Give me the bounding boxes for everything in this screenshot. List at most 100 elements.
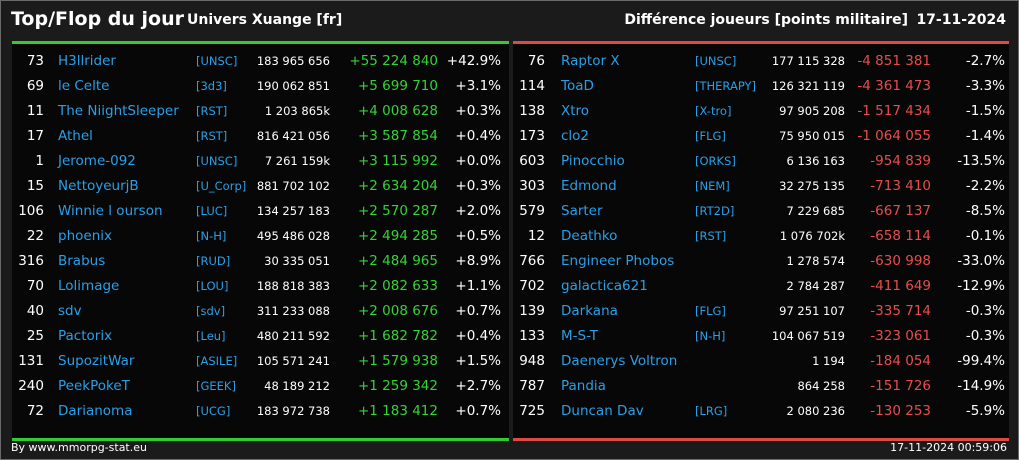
player-alliance[interactable]: [RUD]: [196, 254, 231, 268]
points-difference: -323 061: [870, 328, 931, 344]
player-name[interactable]: Brabus: [58, 253, 106, 269]
player-alliance[interactable]: [UNSC]: [196, 154, 238, 168]
player-alliance[interactable]: [LOU]: [196, 279, 229, 293]
player-alliance[interactable]: [RST]: [695, 229, 727, 243]
player-name[interactable]: Sarter: [561, 203, 603, 219]
player-rank: 131: [18, 353, 44, 369]
player-name[interactable]: phoenix: [58, 228, 112, 244]
player-name[interactable]: Darianoma: [58, 403, 133, 419]
table-row: 603 Pinocchio [ORKS] 6 136 163 -954 839 -13.5…: [513, 149, 1009, 174]
player-name[interactable]: SupozitWar: [58, 353, 135, 369]
table-row: 72 Darianoma [UCG] 183 972 738 +1 183 412 +0.…: [12, 399, 509, 424]
player-alliance[interactable]: [RT2D]: [695, 204, 735, 218]
points-difference: -411 649: [870, 278, 931, 294]
player-alliance[interactable]: [NEM]: [695, 179, 730, 193]
player-points: 1 203 865k: [264, 104, 330, 118]
player-name[interactable]: The NiightSleeper: [58, 103, 179, 119]
player-name[interactable]: PeekPokeT: [58, 378, 130, 394]
player-rank: 173: [519, 128, 545, 144]
player-name[interactable]: Jerome-092: [58, 153, 136, 169]
player-points: 2 080 236: [786, 404, 845, 418]
player-points: 1 194: [812, 354, 845, 368]
percent-change: +2.0%: [455, 203, 501, 219]
player-alliance[interactable]: [FLG]: [695, 304, 726, 318]
player-alliance[interactable]: [Leu]: [196, 329, 226, 343]
player-name[interactable]: Pactorix: [58, 328, 113, 344]
player-name[interactable]: Lolimage: [58, 278, 120, 294]
player-alliance[interactable]: [UNSC]: [695, 54, 737, 68]
player-points: 1 278 574: [786, 254, 845, 268]
points-difference: +2 570 287: [357, 203, 438, 219]
player-name[interactable]: Edmond: [561, 178, 617, 194]
player-name[interactable]: Deathko: [561, 228, 618, 244]
player-points: 480 211 592: [256, 329, 330, 343]
player-name[interactable]: Pinocchio: [561, 153, 625, 169]
player-rank: 114: [519, 78, 545, 94]
top-losers-table: 76 Raptor X [UNSC] 177 115 328 -4 851 381 -2.…: [513, 41, 1009, 441]
player-alliance[interactable]: [UNSC]: [196, 54, 238, 68]
player-alliance[interactable]: [ASILE]: [196, 354, 238, 368]
table-row: 17 Athel [RST] 816 421 056 +3 587 854 +0.4%: [12, 124, 509, 149]
player-alliance[interactable]: [RST]: [196, 104, 228, 118]
points-difference: -130 253: [870, 403, 931, 419]
player-name[interactable]: Darkana: [561, 303, 618, 319]
player-rank: 72: [26, 403, 44, 419]
player-rank: 948: [519, 353, 545, 369]
player-alliance[interactable]: [UCG]: [196, 404, 231, 418]
points-difference: -954 839: [870, 153, 931, 169]
player-alliance[interactable]: [3d3]: [196, 79, 227, 93]
player-alliance[interactable]: [LRG]: [695, 404, 728, 418]
player-name[interactable]: Winnie l ourson: [58, 203, 163, 219]
points-difference: -4 851 381: [857, 53, 931, 69]
player-alliance[interactable]: [RST]: [196, 129, 228, 143]
player-name[interactable]: le Celte: [58, 78, 110, 94]
table-row: 316 Brabus [RUD] 30 335 051 +2 484 965 +8.9%: [12, 249, 509, 274]
table-row: 76 Raptor X [UNSC] 177 115 328 -4 851 381 -2.…: [513, 49, 1009, 74]
player-name[interactable]: Pandia: [561, 378, 606, 394]
player-name[interactable]: Xtro: [561, 103, 590, 119]
player-name[interactable]: Athel: [58, 128, 93, 144]
player-name[interactable]: NettoyeurjB: [58, 178, 139, 194]
player-name[interactable]: M-S-T: [561, 328, 598, 344]
player-points: 864 258: [797, 379, 845, 393]
player-alliance[interactable]: [THERAPY]: [695, 79, 757, 93]
points-difference: +3 115 992: [357, 153, 438, 169]
player-name[interactable]: clo2: [561, 128, 590, 144]
table-row: 22 phoenix [N-H] 495 486 028 +2 494 285 +0.5%: [12, 224, 509, 249]
player-rank: 133: [519, 328, 545, 344]
player-alliance[interactable]: [U_Corp]: [196, 179, 247, 193]
player-name[interactable]: galactica621: [561, 278, 648, 294]
points-difference: -335 714: [870, 303, 931, 319]
player-alliance[interactable]: [ORKS]: [695, 154, 736, 168]
player-rank: 11: [26, 103, 44, 119]
points-difference: +2 634 204: [357, 178, 438, 194]
player-rank: 76: [527, 53, 545, 69]
points-difference: +2 484 965: [357, 253, 438, 269]
player-name[interactable]: ToaD: [561, 78, 594, 94]
player-name[interactable]: Engineer Phobos: [561, 253, 675, 269]
player-alliance[interactable]: [N-H]: [695, 329, 726, 343]
points-difference: -658 114: [870, 228, 931, 244]
player-points: 183 965 656: [256, 54, 330, 68]
ranking-type-label: Différence joueurs [points militaire]: [624, 12, 908, 28]
generated-timestamp: 17-11-2024 00:59:06: [890, 441, 1007, 454]
player-alliance[interactable]: [N-H]: [196, 229, 227, 243]
player-alliance[interactable]: [X-tro]: [695, 104, 732, 118]
player-points: 177 115 328: [771, 54, 845, 68]
player-name[interactable]: sdv: [58, 303, 82, 319]
percent-change: -33.0%: [957, 253, 1005, 269]
percent-change: +1.1%: [455, 278, 501, 294]
player-alliance[interactable]: [LUC]: [196, 204, 228, 218]
player-points: 183 972 738: [256, 404, 330, 418]
player-alliance[interactable]: [FLG]: [695, 129, 726, 143]
player-name[interactable]: Raptor X: [561, 53, 620, 69]
player-alliance[interactable]: [sdv]: [196, 304, 226, 318]
percent-change: -2.2%: [965, 178, 1005, 194]
player-rank: 22: [26, 228, 44, 244]
player-alliance[interactable]: [GEEK]: [196, 379, 236, 393]
player-name[interactable]: H3llrider: [58, 53, 116, 69]
player-name[interactable]: Duncan Dav: [561, 403, 644, 419]
player-name[interactable]: Daenerys Voltron: [561, 353, 678, 369]
table-row: 15 NettoyeurjB [U_Corp] 881 702 102 +2 634 2…: [12, 174, 509, 199]
